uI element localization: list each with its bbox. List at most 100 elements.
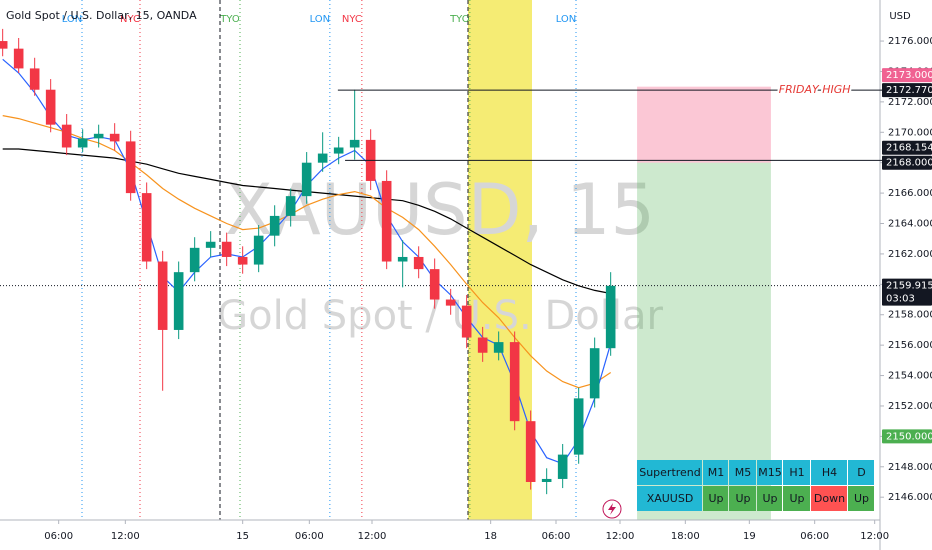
x-tick-label: 12:00 [860, 531, 889, 542]
candle-body [477, 337, 488, 353]
x-tick-label: 06:00 [800, 531, 829, 542]
table-cell-text: Up [708, 492, 723, 505]
watermark: XAUUSD, 15 [225, 169, 655, 251]
candle-body [461, 305, 472, 338]
x-tick-label: 18 [484, 531, 497, 542]
candle-body [173, 272, 184, 330]
table-cell [637, 486, 702, 511]
price-tag-label: 2150.000 [886, 431, 932, 442]
candle-body [445, 299, 456, 306]
table-cell-text: Up [762, 492, 777, 505]
candle-body [125, 141, 136, 194]
table-cell [757, 460, 782, 485]
x-tick-label: 06:00 [542, 531, 571, 542]
candle-body [237, 256, 248, 265]
x-tick-label: 06:00 [295, 531, 324, 542]
table-cell [703, 460, 728, 485]
candle-body [397, 256, 408, 262]
y-tick-label: 2154.000 [888, 371, 932, 382]
price-tag-label: 2173.000 [886, 70, 932, 81]
table-cell [757, 486, 782, 511]
candle-body [45, 89, 56, 125]
y-tick-label: 2146.000 [888, 492, 932, 503]
candle-body [301, 162, 312, 197]
session-label: LON [310, 14, 331, 25]
candle-body [221, 241, 232, 257]
session-label: LON [556, 14, 577, 25]
table-cell [637, 460, 702, 485]
table-cell-text: M15 [758, 466, 782, 479]
x-tick-label: 12:00 [111, 531, 140, 542]
candle-body [381, 180, 392, 262]
candle-body [253, 235, 264, 265]
table-cell-text: Up [854, 492, 869, 505]
x-tick-label: 12:00 [606, 531, 635, 542]
x-tick-label: 06:00 [44, 531, 73, 542]
table-cell [783, 460, 810, 485]
candle-body [157, 261, 168, 330]
horizontal-line-label: FRIDAY HIGH [779, 83, 851, 96]
candle-body [29, 68, 40, 90]
table-cell [729, 460, 756, 485]
y-tick-label: 2162.000 [888, 249, 932, 260]
price-tag [882, 278, 932, 306]
candle-body [605, 285, 616, 349]
candle-body [77, 138, 88, 148]
candle-body [93, 133, 104, 139]
y-tick-label: 2170.000 [888, 127, 932, 138]
y-tick-label: 2148.000 [888, 462, 932, 473]
candle-body [525, 421, 536, 482]
table-cell [729, 486, 756, 511]
y-tick-label: 2166.000 [888, 188, 932, 199]
position-stop-zone [637, 86, 771, 163]
price-countdown: 03:03 [886, 294, 915, 305]
candle-body [269, 215, 280, 236]
candle-body [205, 241, 216, 248]
y-tick-label: 2152.000 [888, 401, 932, 412]
candle-body [317, 153, 328, 163]
price-tag-label: 2172.770 [886, 85, 932, 96]
table-cell-text: Up [789, 492, 804, 505]
table-cell-text: M1 [708, 466, 725, 479]
candle-body [557, 454, 568, 479]
table-cell [811, 486, 847, 511]
y-tick-label: 2164.000 [888, 219, 932, 230]
candle-body [541, 478, 552, 482]
session-label: NYC [342, 14, 362, 25]
session-label: NYC [120, 14, 140, 25]
table-cell [811, 460, 847, 485]
moving-average [2, 115, 612, 389]
candle-body [333, 147, 344, 154]
table-cell-text: Supertrend [639, 466, 701, 479]
chart-title: Gold Spot / U.S. Dollar, 15, OANDA [6, 9, 197, 22]
candle-body [509, 342, 520, 422]
alert-icon [602, 499, 622, 519]
candle-body [285, 196, 296, 216]
table-cell [703, 486, 728, 511]
session-highlight [468, 0, 532, 520]
table-cell-text: H1 [789, 466, 804, 479]
watermark: Gold Spot / U.S. Dollar [217, 293, 663, 339]
candle-body [189, 247, 200, 273]
price-tag [882, 83, 932, 98]
table-cell-text: XAUUSD [647, 492, 694, 505]
candle-body [493, 342, 504, 353]
price-tag-label: 2168.154 [886, 143, 932, 154]
candle-body [429, 269, 440, 300]
table-cell-text: D [857, 466, 865, 479]
candle-body [109, 133, 120, 142]
candle-body [573, 398, 584, 455]
table-cell-text: Up [735, 492, 750, 505]
y-tick-label: 2156.000 [888, 340, 932, 351]
table-cell [783, 486, 810, 511]
x-tick-label: 12:00 [358, 531, 387, 542]
x-tick-label: 15 [236, 531, 249, 542]
table-cell [848, 460, 874, 485]
y-tick-label: 2172.000 [888, 97, 932, 108]
session-label: TYO [219, 14, 240, 25]
candle-body [589, 348, 600, 399]
price-tag-label: 2168.000 [886, 158, 932, 169]
candle-body [61, 124, 72, 148]
candle-body [413, 256, 424, 270]
price-tag-label: 2159.915 [886, 281, 932, 292]
